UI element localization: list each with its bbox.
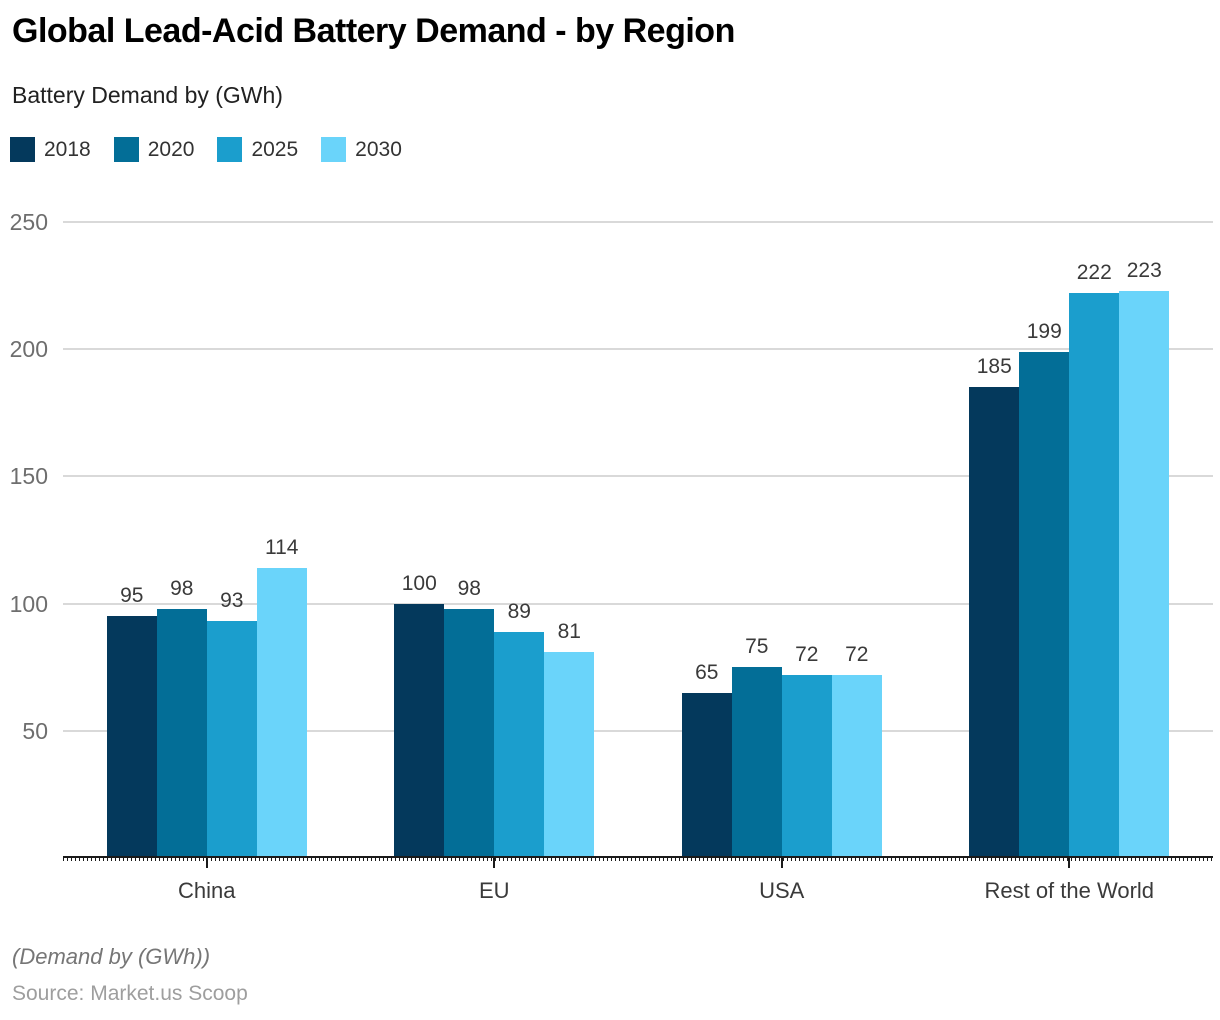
x-axis-category-label: China — [178, 878, 236, 903]
bar-value-label: 95 — [120, 584, 144, 608]
x-axis-tick — [493, 858, 496, 868]
legend-item-2025: 2025 — [217, 137, 298, 162]
bar-value-label: 114 — [265, 535, 299, 559]
bar-2018-china — [106, 616, 157, 858]
x-axis-line — [63, 856, 1213, 858]
x-axis-category-label: EU — [478, 878, 510, 903]
legend-label: 2020 — [147, 137, 195, 161]
gridline-150 — [63, 475, 1213, 478]
bar-value-label: 75 — [745, 635, 769, 659]
legend-label: 2030 — [355, 137, 402, 161]
bar-2030-usa — [831, 674, 882, 858]
x-axis-category-label: USA — [759, 878, 805, 903]
bar-2018-rest-of-the-world — [969, 387, 1020, 858]
bar-value-label: 98 — [170, 576, 194, 600]
legend: 2018 2020 2025 2030 — [10, 137, 402, 162]
source-credit: Source: Market.us Scoop — [12, 982, 248, 1005]
bar-2020-china — [156, 608, 207, 858]
bar-2025-usa — [781, 674, 832, 858]
bar-value-label: 89 — [507, 599, 531, 623]
chart-subtitle: Battery Demand by (GWh) — [12, 82, 283, 108]
x-axis-category-label: Rest of the World — [984, 878, 1155, 903]
y-axis-tick-label: 50 — [22, 717, 48, 744]
x-axis-tick — [205, 858, 208, 868]
bar-value-label: 65 — [695, 660, 719, 684]
bar-value-label: 81 — [557, 619, 581, 643]
bar-2018-usa — [681, 692, 732, 858]
bar-value-label: 100 — [401, 571, 437, 595]
y-axis-tick-label: 250 — [9, 209, 48, 235]
y-axis-tick-label: 100 — [9, 590, 48, 617]
legend-swatch-icon — [321, 137, 347, 162]
x-axis-tick — [780, 858, 783, 868]
bar-2030-rest-of-the-world — [1119, 290, 1170, 858]
bar-value-label: 199 — [1026, 319, 1062, 343]
legend-label: 2018 — [44, 137, 91, 161]
legend-swatch-icon — [113, 137, 139, 162]
bar-value-label: 93 — [220, 589, 244, 613]
gridline-200 — [63, 348, 1213, 351]
legend-item-2018: 2018 — [10, 137, 91, 162]
bar-2020-rest-of-the-world — [1019, 351, 1070, 858]
chart-title: Global Lead-Acid Battery Demand - by Reg… — [12, 12, 735, 50]
bar-value-label: 222 — [1076, 261, 1112, 285]
bar-value-label: 98 — [457, 576, 481, 600]
legend-swatch-icon — [10, 137, 35, 162]
bar-value-label: 72 — [795, 642, 819, 666]
x-axis-tick — [1068, 858, 1071, 868]
legend-item-2030: 2030 — [321, 137, 402, 162]
footnote: (Demand by (GWh)) — [12, 944, 211, 969]
bar-value-label: 185 — [976, 355, 1012, 379]
gridline-250 — [63, 221, 1213, 223]
legend-swatch-icon — [217, 137, 243, 162]
bar-2030-china — [256, 567, 307, 858]
gridline-100 — [63, 602, 1213, 605]
bar-value-label: 223 — [1126, 258, 1162, 282]
y-axis-tick-label: 150 — [9, 463, 48, 490]
bar-2018-eu — [394, 603, 445, 858]
bar-2030-eu — [544, 651, 595, 858]
gridline-50 — [63, 729, 1213, 732]
bar-2020-eu — [444, 608, 495, 858]
y-axis-tick-label: 200 — [9, 336, 48, 363]
bar-2025-rest-of-the-world — [1069, 293, 1120, 858]
bar-2020-usa — [731, 667, 782, 858]
x-axis-minor-ticks — [63, 858, 1213, 861]
bar-2025-eu — [494, 631, 545, 858]
legend-label: 2025 — [251, 137, 299, 161]
bar-2025-china — [206, 621, 257, 858]
legend-item-2020: 2020 — [113, 137, 195, 162]
bar-value-label: 72 — [845, 642, 869, 666]
